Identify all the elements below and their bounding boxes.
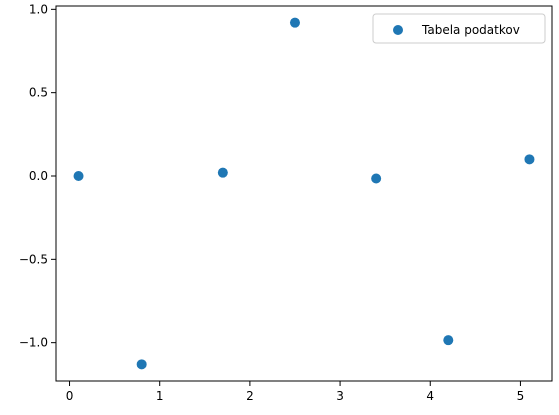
x-tick-label: 0 xyxy=(66,389,74,403)
x-tick-label: 1 xyxy=(156,389,164,403)
y-tick-label: −0.5 xyxy=(19,252,48,266)
x-tick-label: 2 xyxy=(246,389,254,403)
data-point xyxy=(218,168,228,178)
data-point xyxy=(137,359,147,369)
y-tick-label: −1.0 xyxy=(19,336,48,350)
data-point xyxy=(74,171,84,181)
data-point xyxy=(290,18,300,28)
legend-label: Tabela podatkov xyxy=(421,23,520,37)
y-tick-label: 0.5 xyxy=(29,86,48,100)
plot-area xyxy=(56,6,552,381)
data-point xyxy=(524,154,534,164)
legend-marker xyxy=(393,25,403,35)
y-tick-label: 0.0 xyxy=(29,169,48,183)
x-tick-label: 4 xyxy=(426,389,434,403)
y-tick-label: 1.0 xyxy=(29,2,48,16)
legend: Tabela podatkov xyxy=(373,14,545,43)
data-point xyxy=(371,174,381,184)
data-point xyxy=(443,335,453,345)
x-tick-label: 5 xyxy=(517,389,525,403)
x-tick-label: 3 xyxy=(336,389,344,403)
